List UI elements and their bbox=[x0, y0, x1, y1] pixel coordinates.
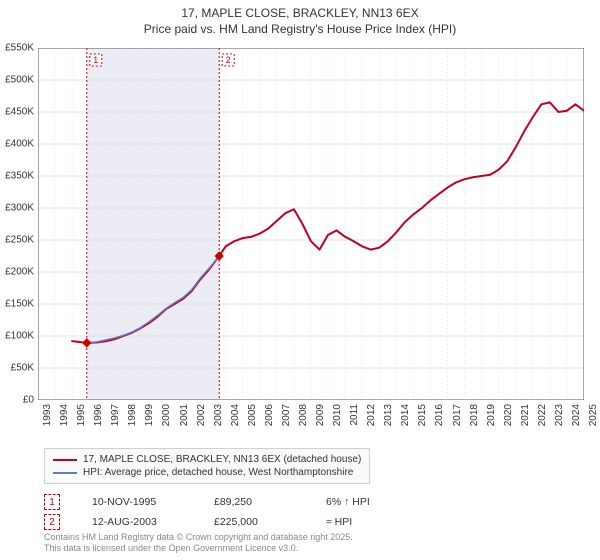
x-tick-label: 2006 bbox=[264, 404, 275, 426]
x-tick-label: 2021 bbox=[520, 404, 531, 426]
x-tick-label: 1997 bbox=[110, 404, 121, 426]
legend-label: 17, MAPLE CLOSE, BRACKLEY, NN13 6EX (det… bbox=[83, 454, 361, 465]
marker-price: £89,250 bbox=[214, 496, 294, 508]
plot-svg: 12 bbox=[38, 48, 584, 400]
marker-date: 12-AUG-2003 bbox=[92, 516, 182, 528]
legend-label: HPI: Average price, detached house, West… bbox=[83, 467, 353, 478]
y-tick-label: £200K bbox=[5, 267, 34, 278]
x-tick-label: 2025 bbox=[588, 404, 599, 426]
x-tick-label: 1995 bbox=[76, 404, 87, 426]
x-tick-label: 2015 bbox=[417, 404, 428, 426]
x-tick-label: 2000 bbox=[161, 404, 172, 426]
x-tick-label: 2023 bbox=[554, 404, 565, 426]
x-tick-label: 2019 bbox=[486, 404, 497, 426]
marker-note: ≈ HPI bbox=[326, 516, 352, 528]
marker-badge: 2 bbox=[44, 514, 60, 530]
y-tick-label: £400K bbox=[5, 139, 34, 150]
title-line-1: 17, MAPLE CLOSE, BRACKLEY, NN13 6EX bbox=[0, 6, 600, 22]
x-tick-label: 2024 bbox=[571, 404, 582, 426]
x-tick-label: 2008 bbox=[298, 404, 309, 426]
footnote-line-1: Contains HM Land Registry data © Crown c… bbox=[44, 532, 353, 543]
x-tick-label: 2020 bbox=[503, 404, 514, 426]
x-tick-label: 1996 bbox=[93, 404, 104, 426]
x-tick-label: 2001 bbox=[179, 404, 190, 426]
marker-row: 2 12-AUG-2003 £225,000 ≈ HPI bbox=[44, 512, 370, 532]
y-tick-label: £50K bbox=[11, 363, 34, 374]
x-axis: 1993 1994 1995 1996 1997 1998 1999 2000 2001 2002… bbox=[38, 402, 584, 442]
marker-badge: 1 bbox=[44, 494, 60, 510]
footnote: Contains HM Land Registry data © Crown c… bbox=[44, 532, 353, 554]
x-tick-label: 2022 bbox=[537, 404, 548, 426]
x-tick-label: 1994 bbox=[59, 404, 70, 426]
chart-area: 12 bbox=[38, 48, 584, 400]
title-block: 17, MAPLE CLOSE, BRACKLEY, NN13 6EX Pric… bbox=[0, 0, 600, 37]
marker-date: 10-NOV-1995 bbox=[92, 496, 182, 508]
y-tick-label: £500K bbox=[5, 75, 34, 86]
x-tick-label: 2013 bbox=[383, 404, 394, 426]
legend: 17, MAPLE CLOSE, BRACKLEY, NN13 6EX (det… bbox=[44, 448, 370, 484]
y-axis: £0£50K£100K£150K£200K£250K£300K£350K£400… bbox=[0, 48, 34, 400]
y-tick-label: £0 bbox=[23, 395, 34, 406]
svg-text:1: 1 bbox=[93, 55, 98, 65]
x-tick-label: 2004 bbox=[230, 404, 241, 426]
x-tick-label: 2011 bbox=[349, 404, 360, 426]
chart-container: 17, MAPLE CLOSE, BRACKLEY, NN13 6EX Pric… bbox=[0, 0, 600, 560]
x-tick-label: 2005 bbox=[247, 404, 258, 426]
y-tick-label: £100K bbox=[5, 331, 34, 342]
marker-note: 6% ↑ HPI bbox=[326, 496, 370, 508]
y-tick-label: £150K bbox=[5, 299, 34, 310]
footnote-line-2: This data is licensed under the Open Gov… bbox=[44, 543, 353, 554]
y-tick-label: £300K bbox=[5, 203, 34, 214]
x-tick-label: 2018 bbox=[469, 404, 480, 426]
x-tick-label: 1999 bbox=[144, 404, 155, 426]
legend-row: 17, MAPLE CLOSE, BRACKLEY, NN13 6EX (det… bbox=[53, 453, 361, 466]
x-tick-label: 2009 bbox=[315, 404, 326, 426]
marker-table: 1 10-NOV-1995 £89,250 6% ↑ HPI 2 12-AUG-2003 £… bbox=[44, 492, 370, 532]
x-tick-label: 2003 bbox=[213, 404, 224, 426]
x-tick-label: 2010 bbox=[332, 404, 343, 426]
x-tick-label: 1993 bbox=[42, 404, 53, 426]
title-line-2: Price paid vs. HM Land Registry's House … bbox=[0, 22, 600, 38]
x-tick-label: 2007 bbox=[281, 404, 292, 426]
y-tick-label: £450K bbox=[5, 107, 34, 118]
marker-price: £225,000 bbox=[214, 516, 294, 528]
y-tick-label: £250K bbox=[5, 235, 34, 246]
x-tick-label: 2017 bbox=[452, 404, 463, 426]
marker-row: 1 10-NOV-1995 £89,250 6% ↑ HPI bbox=[44, 492, 370, 512]
x-tick-label: 2014 bbox=[400, 404, 411, 426]
y-tick-label: £350K bbox=[5, 171, 34, 182]
x-tick-label: 1998 bbox=[127, 404, 138, 426]
x-tick-label: 2002 bbox=[196, 404, 207, 426]
y-tick-label: £550K bbox=[5, 43, 34, 54]
x-tick-label: 2016 bbox=[434, 404, 445, 426]
svg-text:2: 2 bbox=[226, 55, 231, 65]
legend-swatch bbox=[53, 459, 77, 461]
legend-row: HPI: Average price, detached house, West… bbox=[53, 466, 361, 479]
legend-swatch bbox=[53, 472, 77, 474]
x-tick-label: 2012 bbox=[366, 404, 377, 426]
